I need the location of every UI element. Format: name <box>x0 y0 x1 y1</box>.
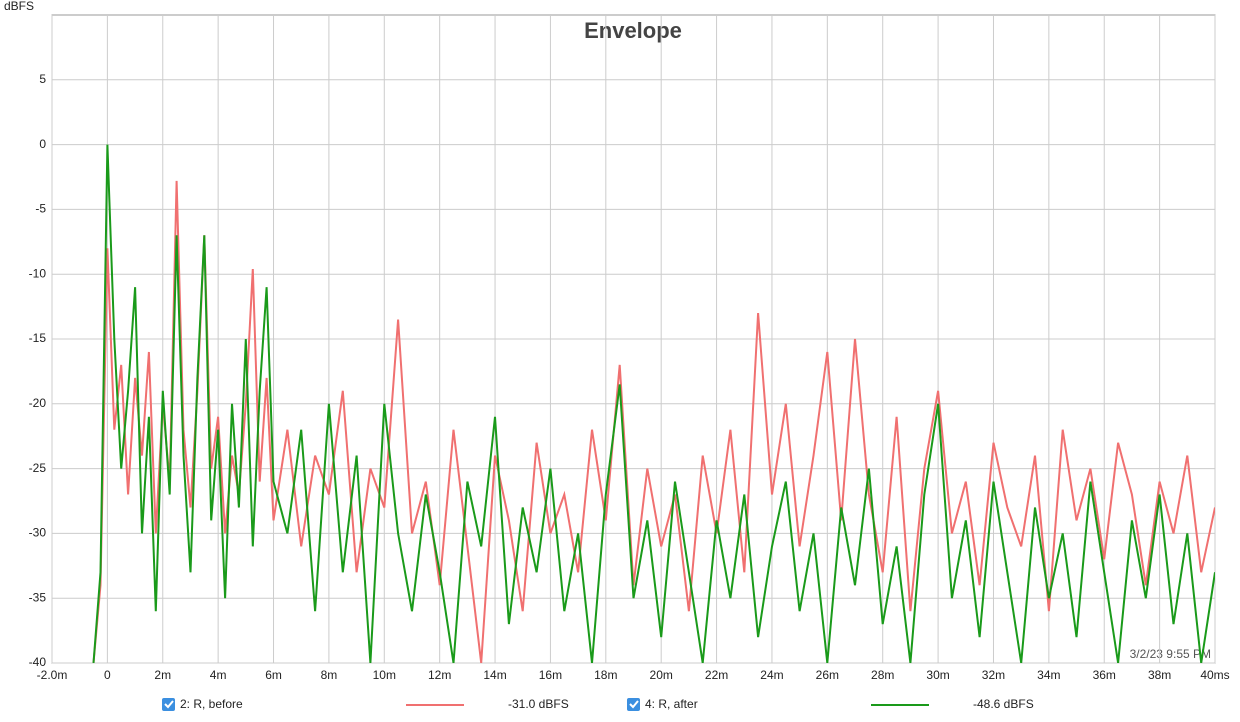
y-tick-label: -5 <box>35 202 46 216</box>
x-tick-label: 12m <box>428 668 451 682</box>
x-tick-label: 26m <box>816 668 839 682</box>
x-tick-label: 36m <box>1093 668 1116 682</box>
legend-checkbox[interactable] <box>627 698 640 711</box>
y-tick-label: 0 <box>39 137 46 151</box>
x-tick-label: 2m <box>154 668 171 682</box>
x-tick-label: 38m <box>1148 668 1171 682</box>
x-tick-label: 24m <box>760 668 783 682</box>
x-tick-label: 4m <box>210 668 227 682</box>
x-tick-label: 10m <box>373 668 396 682</box>
x-tick-label: 30m <box>926 668 949 682</box>
y-tick-label: -20 <box>29 396 47 410</box>
x-tick-label: 6m <box>265 668 282 682</box>
x-tick-label: 22m <box>705 668 728 682</box>
x-tick-label: 28m <box>871 668 894 682</box>
y-tick-label: -25 <box>29 461 47 475</box>
x-tick-label: 20m <box>650 668 673 682</box>
x-tick-label: 40ms <box>1200 668 1229 682</box>
legend-level: -48.6 dBFS <box>973 697 1034 711</box>
y-tick-label: -30 <box>29 526 47 540</box>
y-tick-label: -40 <box>29 655 47 669</box>
x-tick-label: 16m <box>539 668 562 682</box>
x-tick-label: 8m <box>321 668 338 682</box>
legend-label: 4: R, after <box>645 697 698 711</box>
x-tick-label: 14m <box>483 668 506 682</box>
legend-checkbox[interactable] <box>162 698 175 711</box>
y-tick-label: 5 <box>39 72 46 86</box>
y-tick-label: -35 <box>29 590 47 604</box>
y-tick-label: -10 <box>29 266 47 280</box>
legend-label: 2: R, before <box>180 697 243 711</box>
x-tick-label: -2.0m <box>37 668 68 682</box>
checkbox-tick <box>629 700 639 709</box>
series-line <box>92 144 1215 663</box>
y-axis-label: dBFS <box>4 0 34 13</box>
x-tick-label: 0 <box>104 668 111 682</box>
x-tick-label: 34m <box>1037 668 1060 682</box>
timestamp: 3/2/23 9:55 PM <box>1130 647 1211 661</box>
x-tick-label: 18m <box>594 668 617 682</box>
x-tick-label: 32m <box>982 668 1005 682</box>
legend-level: -31.0 dBFS <box>508 697 569 711</box>
y-tick-label: -15 <box>29 331 47 345</box>
chart-title: Envelope <box>584 18 682 43</box>
checkbox-tick <box>164 700 174 709</box>
